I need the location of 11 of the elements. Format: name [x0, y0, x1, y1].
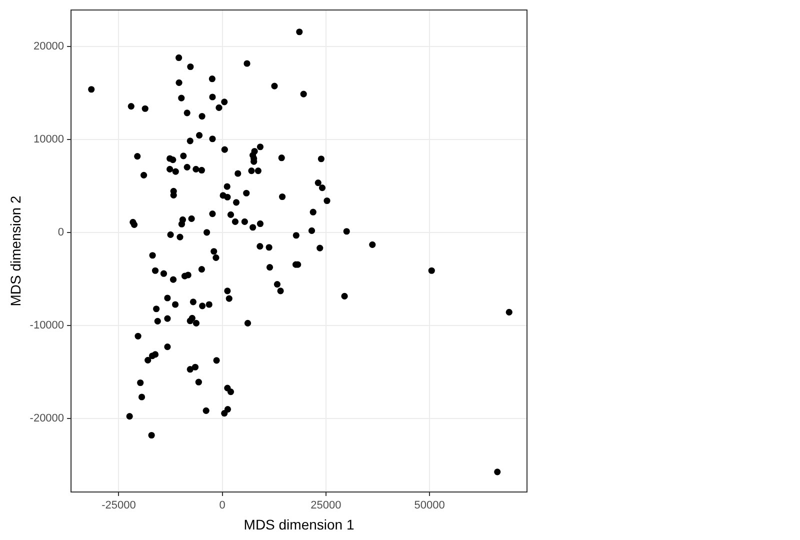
y-tick-label: 20000	[33, 40, 64, 52]
x-axis-title: MDS dimension 1	[244, 516, 354, 532]
x-tick-label: 0	[219, 500, 226, 512]
y-axis-title: MDS dimension 2	[7, 196, 24, 306]
y-tick-label: 0	[58, 226, 64, 238]
y-tick-label: 10000	[33, 133, 64, 146]
x-tick-label: 50000	[414, 500, 445, 512]
y-tick-label: -10000	[30, 319, 64, 332]
x-tick-label: 25000	[310, 500, 342, 512]
x-tick-label: -25000	[102, 500, 136, 512]
y-tick-label: -20000	[30, 412, 64, 425]
